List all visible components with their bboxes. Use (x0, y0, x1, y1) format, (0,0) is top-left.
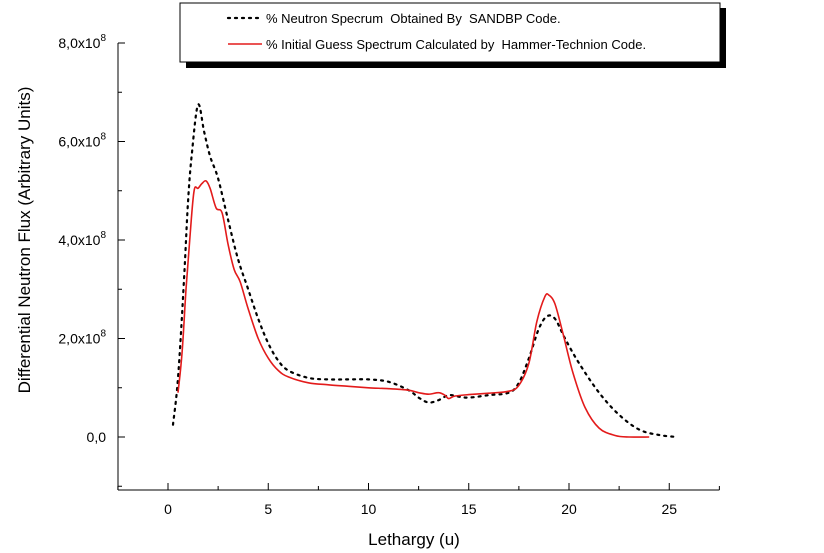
series-line-sandbp (171, 103, 679, 439)
y-tick-label: 8,0x108 (58, 33, 106, 51)
plot-series (171, 103, 679, 439)
x-tick-label: 15 (461, 501, 477, 517)
y-tick-label: 6,0x108 (58, 132, 106, 150)
x-tick-label: 10 (361, 501, 377, 517)
legend-label-sandbp: % Neutron Specrum Obtained By SANDBP Cod… (266, 11, 561, 26)
y-tick-label: 0,0 (87, 429, 107, 445)
x-tick-label: 5 (264, 501, 272, 517)
y-tick-label: 2,0x108 (58, 329, 106, 347)
legend-label-hammer-technion: % Initial Guess Spectrum Calculated by H… (266, 37, 646, 52)
x-axis: 0 5 10 15 20 25 (117, 483, 720, 517)
x-tick-label: 0 (164, 501, 172, 517)
y-tick-label: 4,0x108 (58, 230, 106, 248)
legend-box (179, 2, 721, 63)
x-tick-label: 25 (661, 501, 677, 517)
y-axis: 0,0 2,0x108 4,0x108 6,0x108 8,0x108 (58, 33, 125, 490)
y-axis-title: Differential Neutron Flux (Arbitrary Uni… (15, 87, 34, 394)
x-axis-title: Lethargy (u) (368, 530, 460, 549)
series-line-hammer-technion (177, 179, 650, 438)
legend: % Neutron Specrum Obtained By SANDBP Cod… (179, 2, 726, 68)
x-tick-label: 20 (561, 501, 577, 517)
